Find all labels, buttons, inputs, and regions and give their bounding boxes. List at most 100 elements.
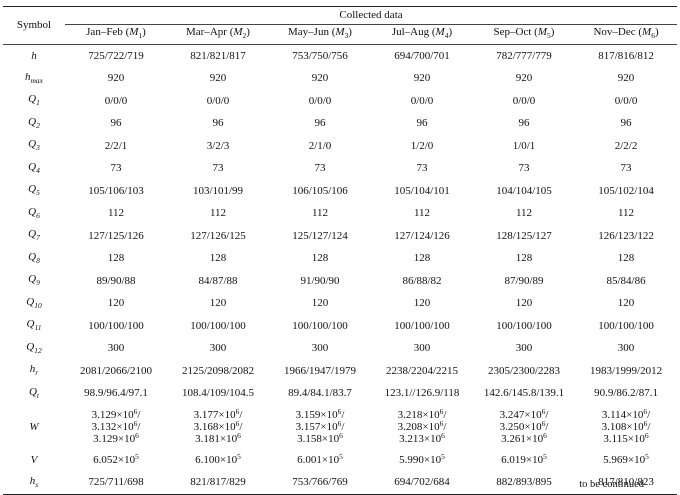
symbol-cell: Q3 xyxy=(3,135,65,158)
column-header-label: Jan–Feb ( xyxy=(86,26,130,39)
table-cell: 2305/2300/2283 xyxy=(487,364,561,377)
cell-line: 3.177×106/ xyxy=(167,407,269,421)
column-header-subscript: 2 xyxy=(242,31,247,41)
symbol-subscript: 1 xyxy=(36,98,40,108)
table-cell: 128 xyxy=(617,252,635,265)
table-cell: 300 xyxy=(515,342,533,355)
column-header-symbol: M xyxy=(537,26,548,39)
cell-line: 3.129×106/ xyxy=(65,408,167,421)
table-cell: 73 xyxy=(416,162,428,175)
table-cell: 0/0/0 xyxy=(512,94,536,107)
symbol-letter: Q xyxy=(28,385,37,398)
exponent: 6 xyxy=(235,407,240,416)
symbol-letter: Q xyxy=(26,295,35,308)
column-header-3: May–Jun (M3) xyxy=(269,24,371,45)
table-cell: 1/0/1 xyxy=(512,139,536,152)
table-cell: 1/2/0 xyxy=(410,139,434,152)
table-cell: 89.4/84.1/83.7 xyxy=(288,387,352,400)
column-header-symbol: M xyxy=(435,26,445,39)
table-row: Q2 96 96 96 96 96 96 xyxy=(3,113,677,136)
symbol-subscript: 8 xyxy=(36,255,40,265)
exponent: 6 xyxy=(541,407,546,416)
exponent: 5 xyxy=(543,451,547,461)
cell-line: 3.250×106/ xyxy=(473,420,575,433)
table-cell: 96 xyxy=(518,117,530,130)
table-cell: 73 xyxy=(212,162,224,175)
symbol-letter: W xyxy=(29,421,39,433)
symbol-subscript: 9 xyxy=(36,278,40,288)
table-cell: 106/105/106 xyxy=(292,184,348,197)
exponent: 6 xyxy=(337,419,342,428)
table-row-hs: hs 725/711/698 821/817/829 753/766/769 694/7… xyxy=(3,471,678,495)
symbol-cell: Q5 xyxy=(3,180,65,203)
symbol-cell: Qt xyxy=(3,383,65,406)
symbol-letter: Q xyxy=(28,205,37,218)
mantissa: 3.213×10 xyxy=(399,433,442,445)
symbol-subscript: s xyxy=(35,479,39,489)
table-row: Q9 89/90/88 84/87/88 91/90/90 86/88/82 87/90/… xyxy=(3,270,677,293)
table-cell: 120 xyxy=(617,297,635,310)
table-cell: 2/1/0 xyxy=(308,139,332,152)
table-cell: 104/104/105 xyxy=(496,184,552,197)
cell-line: 3.129×106 xyxy=(65,432,167,445)
exponent: 6 xyxy=(441,431,445,440)
table-cell: 5.990×105 xyxy=(371,449,473,472)
table-cell: 0/0/0 xyxy=(614,94,638,107)
column-header-5: Sep–Oct (M5) xyxy=(473,24,575,45)
table-cell: 128 xyxy=(311,252,329,265)
mantissa: 6.001×10 xyxy=(297,453,340,466)
table-row-v: V 6.052×105 6.100×105 6.001×105 5.990×105 6.0… xyxy=(3,449,677,472)
exponent: 5 xyxy=(339,451,343,461)
table-row: h 725/722/719 821/821/817 753/750/756 694/70… xyxy=(3,45,677,68)
column-header-subscript: 3 xyxy=(344,31,349,41)
table-cell: 920 xyxy=(617,72,635,85)
table-cell: 73 xyxy=(518,162,530,175)
table-row: Q5 105/106/103 103/101/99 106/105/106 105/10… xyxy=(3,180,677,203)
cell-line: 3.157×106/ xyxy=(269,419,371,433)
table-cell: 120 xyxy=(515,297,533,310)
symbol-cell: hs xyxy=(3,471,65,495)
mantissa: 5.969×10 xyxy=(603,453,646,466)
column-header-label: May–Jun ( xyxy=(288,26,336,39)
symbol-letter: h xyxy=(31,49,37,62)
column-header-close: ) xyxy=(348,26,352,39)
symbol-subscript: 3 xyxy=(36,143,40,153)
table-cell: 725/722/719 xyxy=(88,49,144,62)
symbol-cell: Q2 xyxy=(3,113,65,136)
table-row: Q4 73 73 73 73 73 73 xyxy=(3,158,677,181)
table-cell: 6.001×105 xyxy=(269,449,371,472)
column-header-label: Mar–Apr ( xyxy=(186,26,234,39)
symbol-subscript: 6 xyxy=(36,210,40,220)
table-cell: 91/90/90 xyxy=(300,274,340,287)
table-cell: 128 xyxy=(209,252,227,265)
table-cell: 100/100/100 xyxy=(598,319,654,332)
table-row: hr 2081/2066/2100 2125/2098/2082 1966/1947/… xyxy=(3,360,677,383)
cell-line: 3.114×106/ xyxy=(575,408,677,421)
table-cell: 125/127/124 xyxy=(292,229,348,242)
separator: / xyxy=(443,421,447,433)
mantissa: 3.115×10 xyxy=(603,433,645,445)
symbol-cell: Q9 xyxy=(3,270,65,293)
mantissa: 3.132×10 xyxy=(91,421,134,433)
symbol-letter: h xyxy=(29,363,36,376)
column-header-close: ) xyxy=(246,26,250,39)
table-cell: 127/124/126 xyxy=(394,229,450,242)
exponent: 6 xyxy=(237,431,241,440)
table-cell: 1983/1999/2012 xyxy=(589,364,663,377)
table-cell: 142.6/145.8/139.1 xyxy=(483,387,565,400)
table-cell: 128 xyxy=(107,252,125,265)
cell-line: 3.132×106/ xyxy=(65,420,167,433)
column-header-subscript: 4 xyxy=(444,31,449,41)
table-cell: 3.159×106/3.157×106/3.158×106 xyxy=(269,405,371,449)
table-cell: 2125/2098/2082 xyxy=(181,364,255,377)
table-cell: 105/104/101 xyxy=(394,184,450,197)
table-cell: 2238/2204/2215 xyxy=(385,364,459,377)
mantissa: 3.157×10 xyxy=(295,421,338,433)
symbol-cell: Q6 xyxy=(3,203,65,226)
symbol-letter: Q xyxy=(28,115,37,128)
symbol-subscript: 7 xyxy=(36,233,40,243)
mantissa: 6.100×10 xyxy=(195,453,238,466)
column-header-2: Mar–Apr (M2) xyxy=(167,24,269,45)
separator: / xyxy=(545,409,549,421)
separator: / xyxy=(647,421,651,433)
